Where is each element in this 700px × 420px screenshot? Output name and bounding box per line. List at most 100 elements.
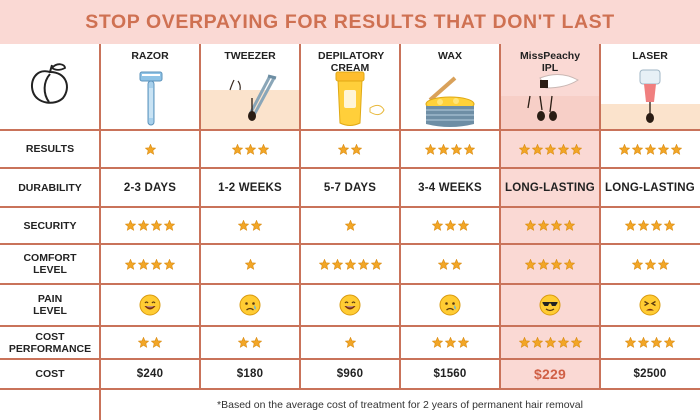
star-rating <box>431 337 469 348</box>
star-rating <box>518 337 582 348</box>
table-cell <box>400 244 500 284</box>
table-cell <box>100 207 200 244</box>
cell-value: $1560 <box>433 368 467 380</box>
star-icon <box>457 220 469 231</box>
star-icon <box>531 143 543 155</box>
star-icon <box>125 220 136 231</box>
star-icon <box>618 143 630 155</box>
row-label: COST PERFORMANCE <box>8 330 92 355</box>
star-icon <box>138 220 149 231</box>
star-icon <box>625 220 636 231</box>
table-cell <box>300 130 400 168</box>
table-cell <box>100 284 200 326</box>
column-divider <box>199 44 201 389</box>
cell-value: LONG-LASTING <box>505 181 595 194</box>
star-icon <box>438 258 449 270</box>
star-icon <box>625 337 636 348</box>
cell-value: 3-4 WEEKS <box>418 181 482 194</box>
row-label: COMFORT LEVEL <box>23 252 77 276</box>
row-divider <box>0 283 700 285</box>
row-label: COST <box>35 368 65 380</box>
star-icon <box>644 143 656 155</box>
table-cell: $2500 <box>600 359 700 389</box>
column-header: WAX <box>400 44 500 130</box>
row-divider <box>0 206 700 208</box>
star-icon <box>544 337 556 348</box>
crying-face-icon <box>439 294 461 316</box>
cell-value: 1-2 WEEKS <box>218 181 282 194</box>
star-rating <box>231 143 269 155</box>
cell-value: 2-3 DAYS <box>123 181 177 194</box>
table-cell: 1-2 WEEKS <box>200 168 300 207</box>
star-icon <box>164 220 175 231</box>
table-cell: $960 <box>300 359 400 389</box>
star-icon <box>331 258 343 270</box>
table-cell <box>500 326 600 359</box>
table-cell: 2-3 DAYS <box>100 168 200 207</box>
row-divider <box>0 325 700 327</box>
cell-value: $240 <box>136 368 164 380</box>
star-icon <box>151 337 162 348</box>
table-cell <box>200 207 300 244</box>
star-rating <box>518 143 582 155</box>
column-header: TWEEZER <box>200 44 300 130</box>
star-icon <box>257 143 269 155</box>
star-icon <box>451 258 462 270</box>
star-rating <box>344 337 356 348</box>
star-icon <box>570 143 582 155</box>
star-icon <box>664 337 675 348</box>
star-rating <box>525 258 575 270</box>
column-divider <box>399 44 401 389</box>
star-icon <box>557 143 569 155</box>
persevering-face-icon <box>639 294 661 316</box>
star-icon <box>518 143 530 155</box>
ipl-device-icon <box>500 68 600 130</box>
table-cell <box>100 326 200 359</box>
star-icon <box>344 220 356 231</box>
column-name: TWEEZER <box>224 50 276 62</box>
star-icon <box>631 143 643 155</box>
table-cell <box>600 244 700 284</box>
column-name: RAZOR <box>131 50 169 62</box>
table-cell: $180 <box>200 359 300 389</box>
table-cell <box>600 130 700 168</box>
star-icon <box>344 337 356 348</box>
cell-value: $960 <box>336 368 364 380</box>
table-cell <box>600 207 700 244</box>
table-cell <box>400 130 500 168</box>
star-icon <box>238 337 249 348</box>
star-icon <box>670 143 682 155</box>
star-icon <box>244 143 256 155</box>
star-icon <box>425 143 436 155</box>
star-icon <box>644 258 656 270</box>
star-icon <box>318 258 330 270</box>
column-name: WAX <box>438 50 462 62</box>
star-icon <box>151 220 162 231</box>
star-rating <box>138 337 162 348</box>
laser-device-icon <box>600 68 700 130</box>
cell-value: 5-7 DAYS <box>323 181 377 194</box>
wax-pot-icon <box>400 68 500 130</box>
column-divider <box>99 44 101 420</box>
star-icon <box>464 143 475 155</box>
star-icon <box>444 337 456 348</box>
star-rating <box>631 258 669 270</box>
star-rating <box>144 143 156 155</box>
razor-icon <box>100 68 200 130</box>
star-icon <box>551 258 562 270</box>
table-cell <box>600 284 700 326</box>
peach-icon <box>25 60 75 115</box>
star-rating <box>525 220 575 231</box>
star-rating <box>244 258 256 270</box>
row-divider <box>0 388 700 390</box>
star-icon <box>531 337 543 348</box>
cream-tube-icon <box>300 68 400 130</box>
table-cell <box>300 326 400 359</box>
column-divider <box>299 44 301 389</box>
star-rating <box>125 258 175 270</box>
star-icon <box>631 258 643 270</box>
star-icon <box>544 143 556 155</box>
star-rating <box>238 337 262 348</box>
column-name: MissPeachy IPL <box>519 50 581 74</box>
